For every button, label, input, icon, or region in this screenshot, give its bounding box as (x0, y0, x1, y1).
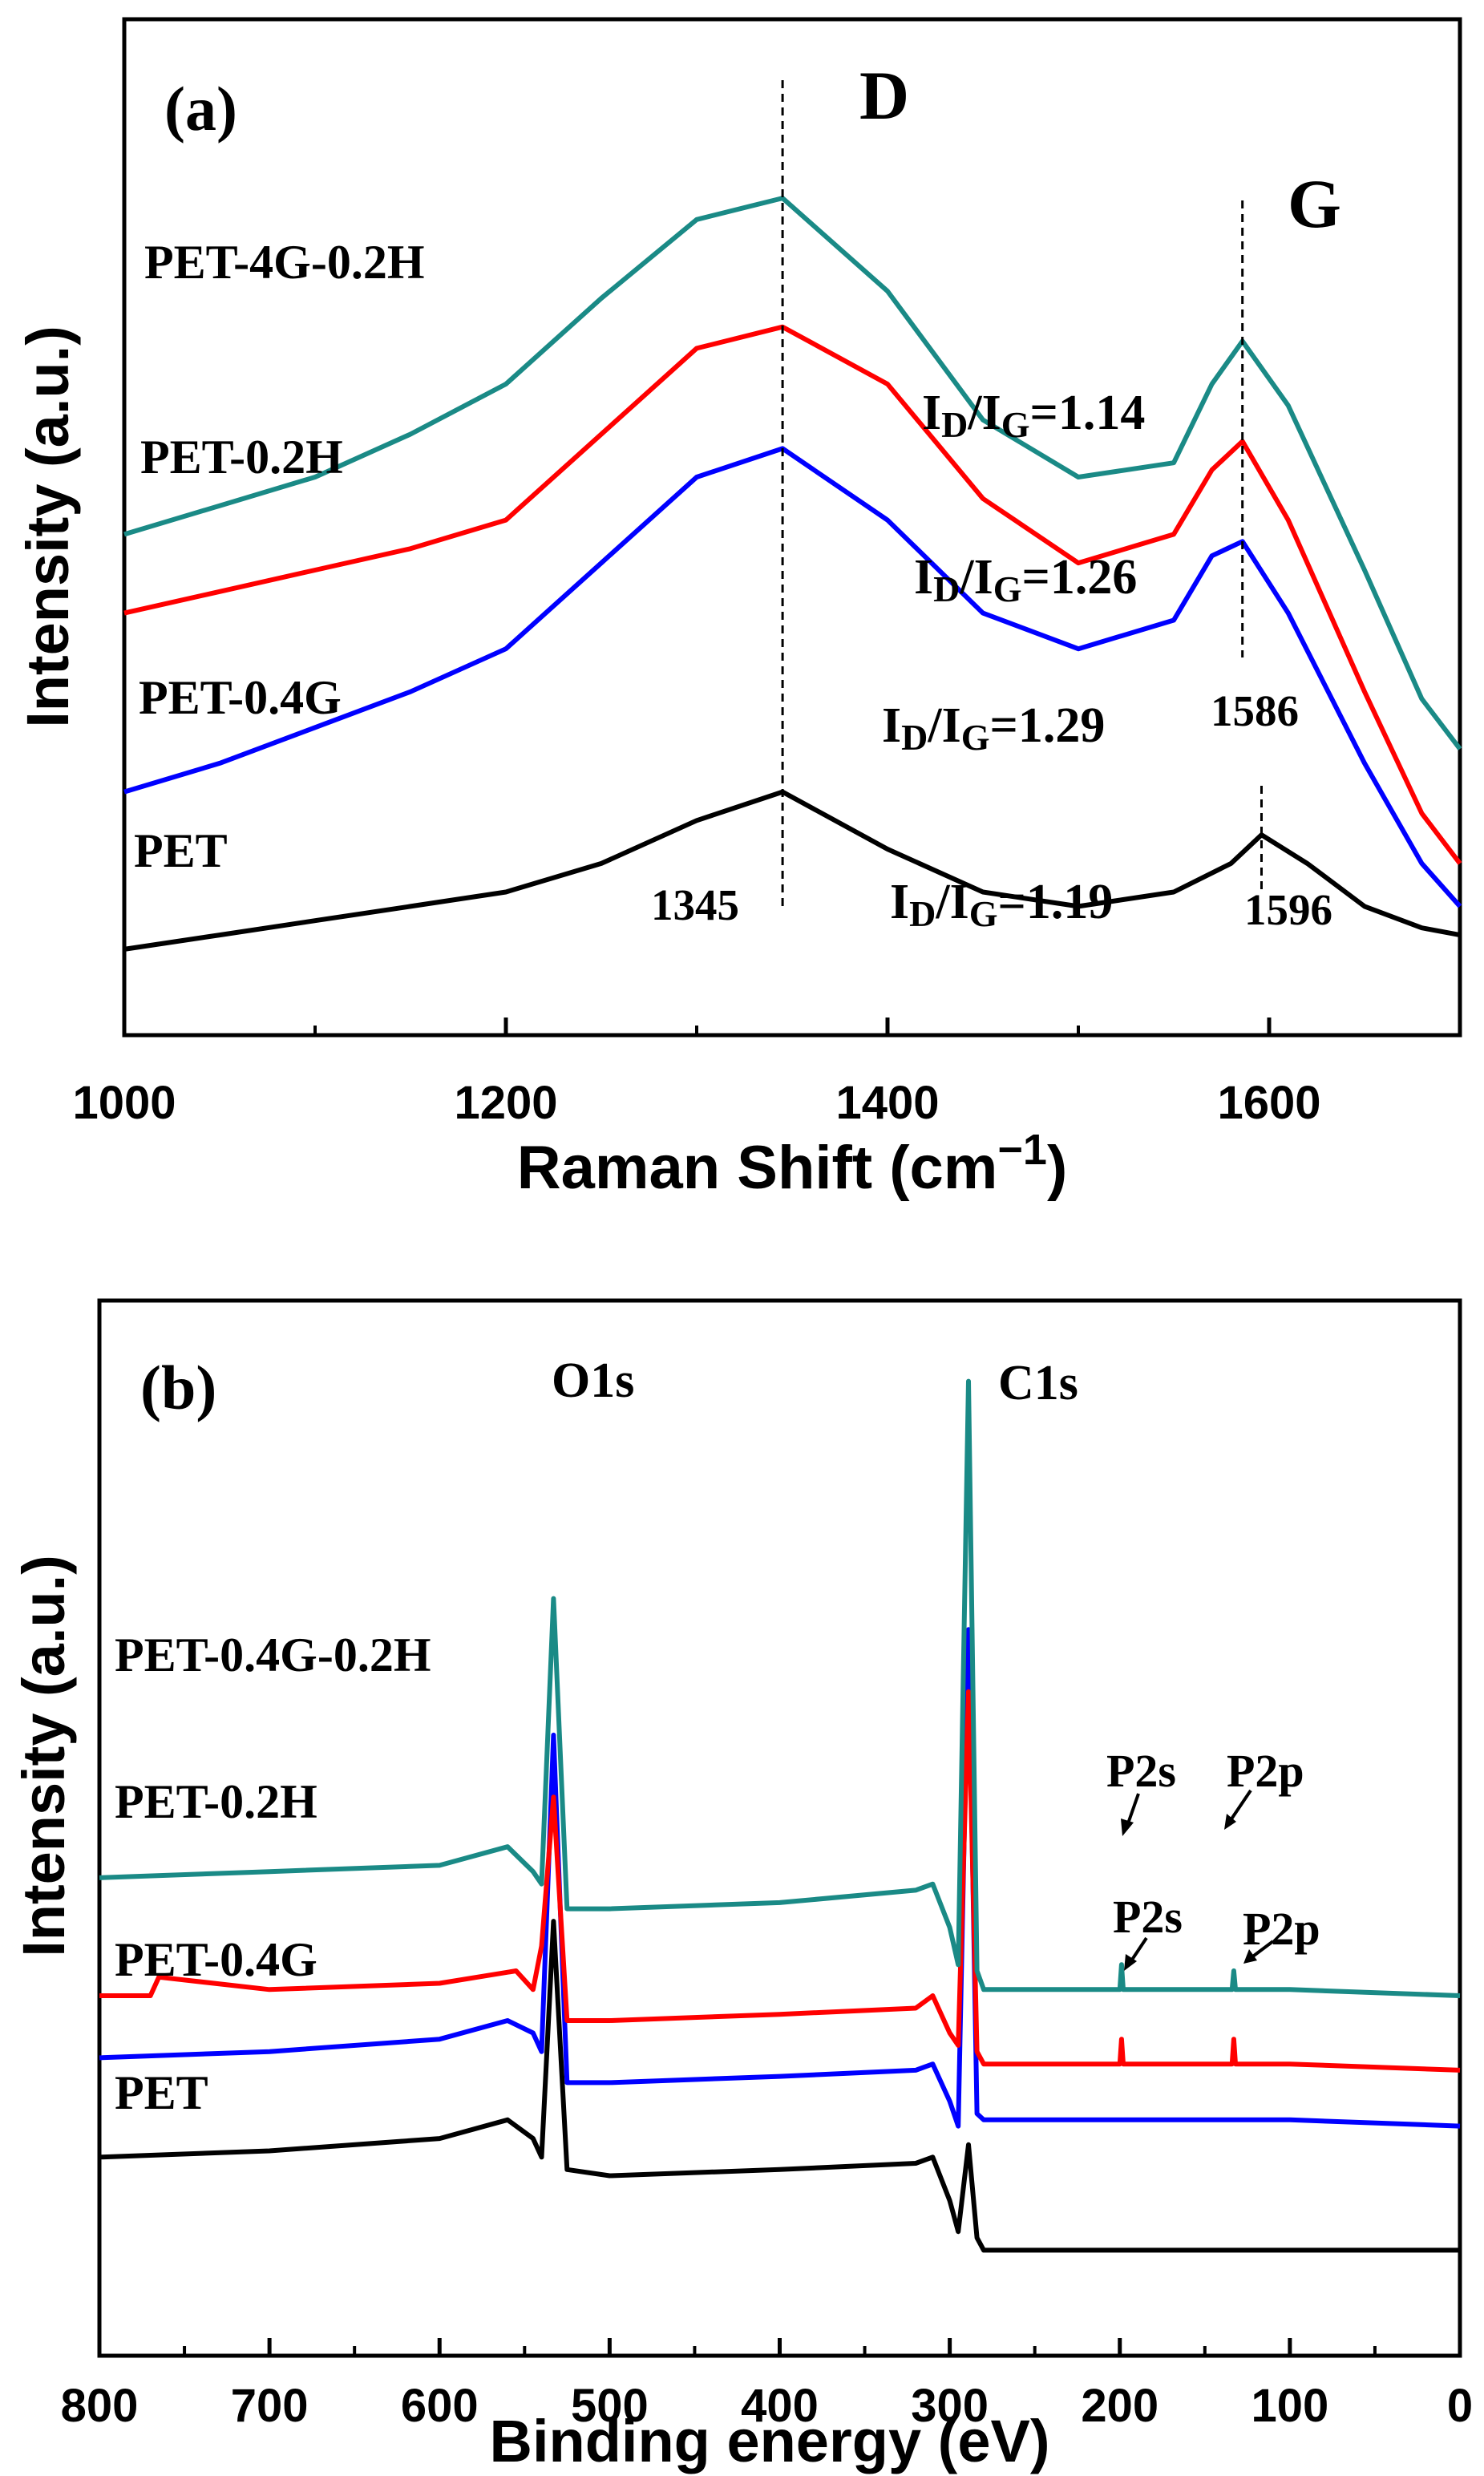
p2s-arrowhead-2 (1124, 1954, 1137, 1971)
legend-pet-0.2h-b: PET-0.2H (115, 1775, 317, 1828)
xps-tick-label: 100 (1251, 2380, 1328, 2432)
xps-plot-frame (97, 1298, 1462, 2358)
legend-pet-0.4g-0.2h: PET-0.4G-0.2H (115, 1628, 431, 1681)
raman-series-group (123, 196, 1462, 952)
raman-tick-label: 1000 (72, 1077, 176, 1129)
g-peak-position-pet: 1596 (1244, 885, 1332, 934)
ratio-pet-0.2h: ID/IG=1.26 (914, 550, 1137, 609)
xps-series-pet-0.4g-0.2h (99, 1378, 1461, 1998)
raman-tick-label: 1600 (1217, 1077, 1320, 1129)
legend-pet-0.4g: PET-0.4G (139, 671, 342, 724)
xps-tick-label: 800 (61, 2380, 139, 2432)
p2p-arrowhead-2 (1243, 1949, 1257, 1964)
xps-tick-label: 600 (401, 2380, 479, 2432)
legend-pet-b: PET (115, 2066, 208, 2119)
p2p-arrowhead-1 (1224, 1814, 1236, 1830)
legend-pet-0.2h: PET-0.2H (140, 431, 343, 483)
p2s-label-2: P2s (1113, 1891, 1183, 1943)
raman-tick-label: 1200 (454, 1077, 557, 1129)
raman-y-axis-title: Intensity (a.u.) (14, 326, 81, 728)
c1s-label: C1s (998, 1356, 1078, 1410)
raman-series-pet-0.4g (123, 446, 1462, 908)
raman-g-band-label: G (1288, 165, 1341, 242)
p2s-label-1: P2s (1106, 1745, 1176, 1797)
raman-tick-label: 1400 (835, 1077, 939, 1129)
raman-peak-guides (781, 80, 1263, 906)
raman-chart: 1000 1200 1400 1600 (a) D G PET-4G-0.2H PET… (14, 17, 1462, 1202)
xps-x-ticks: 800 700 600 500 400 300 200 100 0 (61, 2338, 1473, 2432)
xps-series-pet-0.4g (99, 1627, 1461, 2129)
ratio-pet-4g-0.2h: ID/IG=1.14 (922, 386, 1145, 445)
legend-pet: PET (134, 824, 228, 877)
raman-d-band-label: D (859, 57, 909, 134)
xps-tick-label: 300 (911, 2380, 989, 2432)
xps-arrows (1121, 1789, 1275, 1971)
xps-tick-label: 700 (231, 2380, 309, 2432)
xps-series-group (99, 1378, 1461, 2253)
p2p-arrow-2 (1249, 1940, 1275, 1960)
d-peak-position: 1345 (651, 880, 739, 929)
raman-series-pet (123, 789, 1461, 952)
g-peak-position-modified: 1586 (1211, 686, 1299, 735)
p2s-arrowhead-1 (1121, 1819, 1134, 1836)
xps-y-axis-title: Intensity (a.u.) (10, 1555, 77, 1957)
raman-x-ticks: 1000 1200 1400 1600 (72, 1018, 1462, 1129)
raman-plot-frame (122, 17, 1462, 1038)
xps-series-pet (99, 1919, 1460, 2253)
p2p-label-1: P2p (1227, 1745, 1304, 1797)
raman-panel-label: (a) (164, 74, 237, 144)
p2s-arrow-1 (1126, 1793, 1140, 1827)
p2p-label-2: P2p (1243, 1903, 1320, 1955)
xps-x-axis-title: Binding energy (eV) (490, 2408, 1050, 2474)
p2p-arrow-1 (1229, 1789, 1252, 1822)
xps-tick-label: 500 (571, 2380, 649, 2432)
legend-pet-4g-0.2h: PET-4G-0.2H (144, 236, 424, 289)
xps-tick-label: 400 (741, 2380, 819, 2432)
p2s-arrow-2 (1129, 1936, 1148, 1964)
ratio-pet: ID/IG=1.19 (890, 875, 1113, 934)
xps-tick-label: 200 (1081, 2380, 1158, 2432)
xps-series-pet-0.2h (99, 1689, 1461, 2073)
xps-chart: 800 700 600 500 400 300 200 100 0 (b) O1s C1s P2… (10, 1298, 1473, 2474)
raman-series-pet-4g-0.2h (123, 196, 1462, 750)
xps-tick-label: 0 (1447, 2380, 1473, 2432)
raman-series-pet-0.2h (123, 324, 1462, 865)
xps-panel-label: (b) (140, 1353, 216, 1422)
o1s-label: O1s (552, 1353, 634, 1408)
legend-pet-0.4g-b: PET-0.4G (115, 1933, 317, 1986)
raman-x-axis-title: Raman Shift (cm−1) (517, 1126, 1068, 1202)
ratio-pet-0.4g: ID/IG=1.29 (882, 698, 1105, 758)
